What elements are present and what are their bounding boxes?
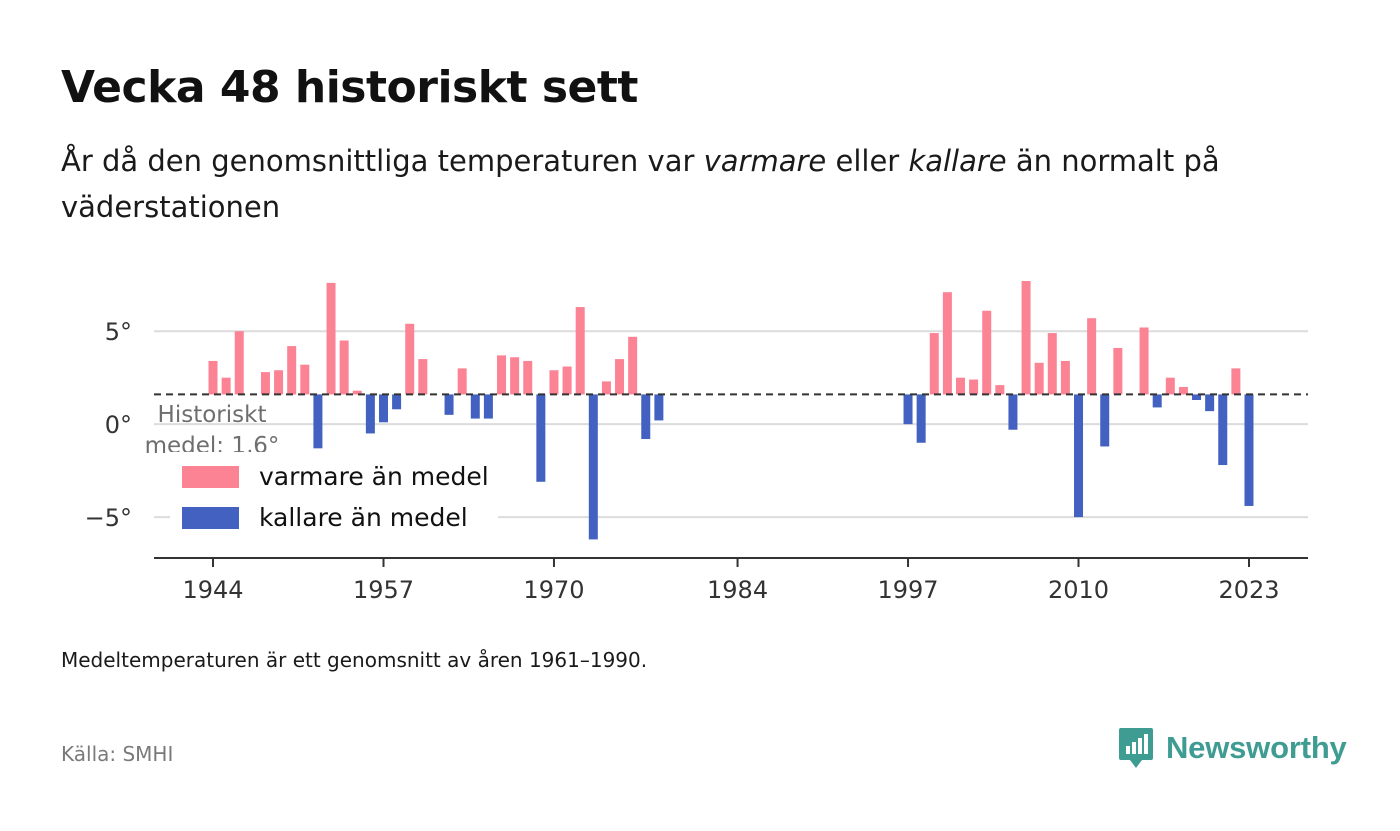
- legend-item-colder: kallare än medel: [182, 503, 468, 532]
- bar-1949: [274, 370, 284, 395]
- bar-1963: [457, 368, 467, 395]
- x-tick-label: 1970: [523, 576, 584, 604]
- subtitle-text-2: eller: [826, 144, 909, 178]
- y-tick-label: −5°: [85, 504, 132, 532]
- bar-2009: [1060, 360, 1070, 395]
- historical-mean-label-line1: Historiskt: [158, 402, 267, 428]
- source-credit: Källa: SMHI: [61, 742, 174, 766]
- bar-1952: [313, 394, 323, 449]
- bar-2008: [1047, 333, 1057, 395]
- bar-1955: [352, 390, 362, 395]
- newsworthy-logo-icon: [1119, 728, 1153, 768]
- bar-2017: [1165, 377, 1175, 395]
- bar-1962: [444, 394, 454, 415]
- y-tick-label: 0°: [105, 411, 132, 439]
- legend-swatch-colder: [182, 506, 239, 529]
- bar-1998: [916, 394, 926, 443]
- bar-1978: [654, 394, 664, 421]
- bar-1958: [392, 394, 402, 410]
- bar-2003: [982, 310, 992, 395]
- bar-2010: [1074, 394, 1084, 518]
- legend-label-warmer: varmare än medel: [259, 462, 489, 491]
- bar-1971: [562, 366, 572, 395]
- bar-2012: [1100, 394, 1110, 447]
- bar-2011: [1087, 318, 1097, 395]
- bar-1970: [549, 370, 559, 395]
- subtitle-text-3: än normalt på väderstationen: [61, 144, 1220, 224]
- x-tick-label: 2010: [1048, 576, 1109, 604]
- bar-2004: [995, 385, 1005, 395]
- bar-2005: [1008, 394, 1018, 430]
- x-tick-label: 1997: [877, 576, 938, 604]
- bar-1968: [523, 360, 533, 395]
- bar-1967: [510, 357, 520, 395]
- bar-1965: [483, 394, 493, 419]
- bar-1950: [287, 346, 297, 395]
- subtitle-text-1: År då den genomsnittliga temperaturen va…: [61, 144, 704, 178]
- bar-1999: [929, 333, 939, 395]
- bar-1969: [536, 394, 546, 482]
- subtitle-warmer-emphasis: varmare: [703, 144, 827, 178]
- bar-1966: [497, 355, 507, 395]
- bar-1956: [365, 394, 375, 434]
- bar-1945: [221, 377, 231, 395]
- y-axis-tick-labels: 5° 0° −5°: [85, 318, 132, 532]
- bar-2022: [1231, 368, 1241, 395]
- chart-subtitle: År då den genomsnittliga temperaturen va…: [61, 138, 1301, 230]
- y-tick-label: 5°: [105, 318, 132, 346]
- legend-item-warmer: varmare än medel: [182, 462, 489, 491]
- bar-1944: [208, 360, 218, 395]
- legend-swatch-warmer: [182, 465, 239, 488]
- bars: [208, 281, 1254, 540]
- bar-2013: [1113, 347, 1123, 395]
- bar-1976: [628, 336, 638, 395]
- bar-1953: [326, 282, 336, 395]
- bar-2002: [969, 379, 979, 395]
- bar-2016: [1152, 394, 1162, 408]
- bar-2000: [942, 292, 952, 395]
- x-tick-label: 2023: [1218, 576, 1279, 604]
- bar-1957: [378, 394, 388, 423]
- chart-legend: varmare än medel kallare än medel: [170, 452, 498, 542]
- legend-label-colder: kallare än medel: [259, 503, 468, 532]
- x-tick-label: 1984: [707, 576, 768, 604]
- x-tick-label: 1944: [182, 576, 243, 604]
- bar-1977: [641, 394, 651, 440]
- bar-1972: [575, 307, 585, 395]
- bar-1975: [615, 359, 625, 395]
- bar-2021: [1218, 394, 1228, 466]
- bar-2018: [1178, 386, 1188, 395]
- bar-1997: [903, 394, 913, 425]
- bar-2020: [1205, 394, 1215, 412]
- bar-2023: [1244, 394, 1254, 506]
- x-tick-label: 1957: [353, 576, 414, 604]
- brand-logo: Newsworthy: [1118, 726, 1347, 770]
- bar-2001: [955, 377, 965, 395]
- chart-title: Vecka 48 historiskt sett: [61, 62, 638, 113]
- bar-2007: [1034, 362, 1044, 395]
- bar-1954: [339, 340, 349, 395]
- bar-1948: [260, 372, 270, 395]
- subtitle-colder-emphasis: kallare: [908, 144, 1007, 178]
- bar-2006: [1021, 281, 1031, 395]
- footnote: Medeltemperaturen är ett genomsnitt av å…: [61, 648, 648, 672]
- bar-1959: [405, 323, 415, 395]
- bar-1951: [300, 364, 310, 395]
- bar-1960: [418, 359, 428, 395]
- bar-1973: [588, 394, 598, 540]
- bar-2019: [1192, 394, 1202, 400]
- bar-1964: [470, 394, 480, 419]
- bar-1946: [234, 331, 244, 395]
- bar-2015: [1139, 327, 1149, 395]
- x-axis-ticks: 1944 1957 1970 1984 1997 2010 2023: [182, 558, 1280, 604]
- bar-1974: [601, 381, 611, 395]
- brand-name: Newsworthy: [1166, 730, 1347, 765]
